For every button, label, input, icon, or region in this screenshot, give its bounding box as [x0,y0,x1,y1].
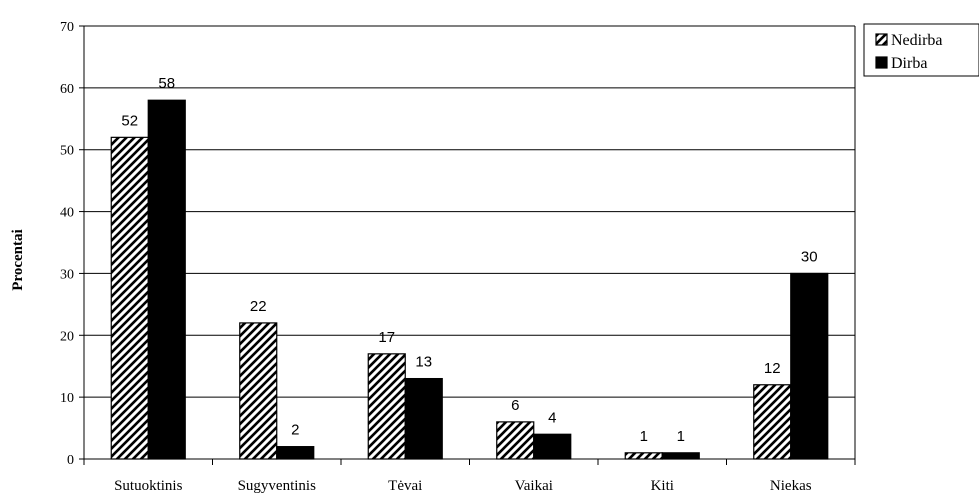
bar-nedirba [753,384,792,460]
bars [110,99,829,460]
x-tick-label: Tėvai [388,478,422,494]
bar-dirba [790,272,829,460]
y-tick-label: 30 [60,267,74,282]
bar-dirba [404,377,443,460]
data-label: 6 [511,397,519,414]
x-tick-label: Niekas [770,478,812,494]
bar-dirba [276,446,315,460]
legend-label: Nedirba [891,32,943,49]
y-tick-label: 60 [60,82,74,97]
x-tick-label: Kiti [651,478,674,494]
data-label: 30 [801,248,818,265]
bar-dirba [661,452,700,460]
data-label: 13 [415,354,432,371]
data-label: 12 [764,360,781,377]
data-label: 4 [548,409,556,426]
y-tick-label: 50 [60,144,74,159]
y-axis-ticks: 0 10 20 30 40 50 60 70 [60,20,84,468]
data-label: 1 [640,428,648,445]
data-label: 22 [250,298,267,315]
bar-nedirba [624,452,663,460]
legend-swatch [875,56,888,69]
y-tick-label: 70 [60,20,74,35]
data-label: 1 [677,428,685,445]
y-tick-label: 40 [60,206,74,221]
legend-label: Dirba [891,55,927,72]
y-tick-label: 20 [60,329,74,344]
y-tick-label: 0 [67,453,74,468]
legend: Nedirba Dirba [863,23,979,77]
bar-dirba [147,99,186,460]
bar-dirba [533,433,572,460]
data-label: 2 [291,422,299,439]
plot-area [83,26,856,460]
x-tick-label: Sugyventinis [238,478,317,494]
data-label: 17 [378,329,395,346]
x-tick-label: Sutuoktinis [114,478,183,494]
y-tick-label: 10 [60,391,74,406]
x-axis-ticks: Sutuoktinis Sugyventinis Tėvai Vaikai Kiti Ni… [83,459,856,494]
y-axis-label: Procentai [10,229,26,290]
gridlines [84,25,855,398]
bar-nedirba [110,136,149,460]
bar-nedirba [496,421,535,460]
legend-swatch [875,33,888,46]
bar-nedirba [367,353,406,460]
data-label: 58 [158,75,175,92]
bar-nedirba [239,322,278,460]
x-tick-label: Vaikai [515,478,553,494]
data-label: 52 [121,112,138,129]
